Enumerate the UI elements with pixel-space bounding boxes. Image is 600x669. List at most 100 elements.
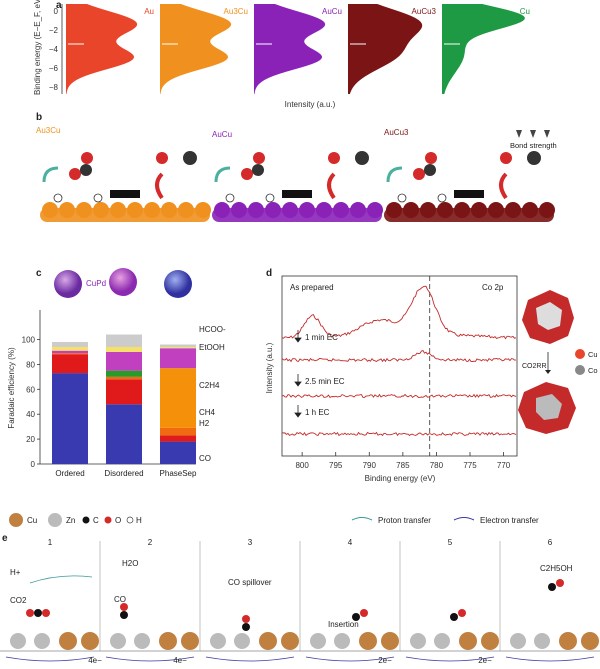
hplus-label: H+: [10, 568, 21, 577]
panel-a-xlabel: Intensity (a.u.): [285, 100, 336, 109]
slab-atom: [367, 202, 383, 218]
atom-o: O: [115, 516, 121, 525]
dos-au3cu: [160, 4, 232, 94]
legend-ch4: CH4: [199, 408, 216, 417]
ytick: −8: [49, 83, 59, 92]
bond-strength-icons: [516, 130, 550, 138]
slab-atom: [93, 202, 109, 218]
legend-co: CO: [199, 454, 211, 463]
zn-atom: [410, 633, 426, 649]
slab-atom: [386, 202, 402, 218]
bar-etooh: [52, 350, 88, 354]
slab-atom: [488, 202, 504, 218]
panel-c-label: c: [36, 268, 42, 279]
panel-e-label: e: [2, 533, 8, 544]
legend-hcoo: HCOO-: [199, 325, 226, 334]
slab-atom: [76, 202, 92, 218]
panel-c-chart: CuPd Faradaic efficiency (%) 0 20 40 60 80 10…: [7, 268, 226, 478]
o-atom-icon: [104, 516, 112, 524]
dos-label-cu: Cu: [520, 7, 530, 16]
xtick-ordered: Ordered: [55, 469, 84, 478]
slab-atom: [437, 202, 453, 218]
bar-h2: [160, 435, 196, 442]
xtick: 785: [396, 461, 410, 470]
arrow-icon: [282, 190, 312, 198]
electron-transfer-label: Electron transfer: [480, 516, 539, 525]
legend-h2: H2: [199, 419, 210, 428]
legend-cu-dot: [575, 349, 585, 359]
atom-h: H: [136, 516, 142, 525]
co2rr-label: CO2RR: [522, 363, 547, 370]
panel-d-chart: Intensity (a.u.) Binding energy (eV) Co …: [265, 275, 598, 483]
bar-co: [52, 373, 88, 464]
slab-atom: [539, 202, 555, 218]
bar-other: [106, 334, 142, 347]
legend-co-dot: [575, 365, 585, 375]
h-atom-icon: [126, 516, 134, 524]
slab-atom: [214, 202, 230, 218]
trace-label-2-5min: 2.5 min EC: [305, 377, 345, 386]
ytick: 100: [22, 336, 36, 345]
slab-atom: [316, 202, 332, 218]
zn-atom: [434, 633, 450, 649]
slab-atom: [59, 202, 75, 218]
slab-atom: [454, 202, 470, 218]
proton-transfer-label: Proton transfer: [378, 516, 431, 525]
atom-legend: Cu Zn C O H Proton transfer Electron tra…: [9, 513, 539, 527]
slab-atom: [299, 202, 315, 218]
cu-atom: [481, 632, 499, 650]
zn-atom: [334, 633, 350, 649]
slab-atom: [161, 202, 177, 218]
arrow-icon: [454, 190, 484, 198]
dos-label-aucu3: AuCu3: [412, 7, 437, 16]
bar-h2: [52, 354, 88, 374]
ytick: 60: [26, 385, 35, 394]
co2p-label: Co 2p: [482, 283, 504, 292]
xtick: 770: [497, 461, 511, 470]
panel-a-ylabel: Binding energy (E−E_F, eV): [33, 0, 42, 95]
zn-atom: [234, 633, 250, 649]
bar-ch4: [106, 376, 142, 380]
xtick: 775: [463, 461, 477, 470]
zn-atom: [10, 633, 26, 649]
slab-atom: [265, 202, 281, 218]
arrow-icon: [110, 190, 140, 198]
panel-c-title: CuPd: [86, 279, 106, 288]
dos-aucu: [254, 4, 326, 94]
dos-label-au: Au: [144, 7, 154, 16]
step-number: 1: [48, 538, 53, 547]
bar-hcoo-: [52, 346, 88, 351]
panel-d-ylabel: Intensity (a.u.): [265, 342, 274, 393]
zn-atom: [534, 633, 550, 649]
zn-atom: [310, 633, 326, 649]
bar-other: [52, 341, 88, 347]
legend-co: Co: [588, 366, 598, 375]
trace-label-1h: 1 h EC: [305, 408, 330, 417]
electron-count-5: 2e−: [478, 656, 492, 665]
bar-co: [106, 404, 142, 464]
ytick: −2: [49, 26, 59, 35]
trace-label-as-prepared: As prepared: [290, 283, 334, 292]
cu-atom: [381, 632, 399, 650]
np-before: [522, 290, 574, 344]
insertion-label: Insertion: [328, 620, 359, 629]
panel-b-title-aucu: AuCu: [212, 130, 233, 139]
atom-c: C: [93, 516, 99, 525]
np-after: [518, 382, 576, 434]
dos-cu: [442, 4, 525, 94]
cu-atom: [159, 632, 177, 650]
ytick: 0: [31, 460, 36, 469]
slab-atom: [127, 202, 143, 218]
slab-atom: [195, 202, 211, 218]
electron-count-1: 4e−: [88, 656, 102, 665]
zn-atom: [34, 633, 50, 649]
panel-a-label: a: [56, 0, 62, 11]
panel-b-title-aucu3: AuCu3: [384, 128, 409, 137]
slab-atom: [110, 202, 126, 218]
bar-etooh: [106, 351, 142, 371]
ytick: −4: [49, 45, 59, 54]
cu-atom-icon: [9, 513, 23, 527]
legend-cu: Cu: [588, 350, 598, 359]
cu-atom: [81, 632, 99, 650]
bar-other: [160, 344, 196, 347]
